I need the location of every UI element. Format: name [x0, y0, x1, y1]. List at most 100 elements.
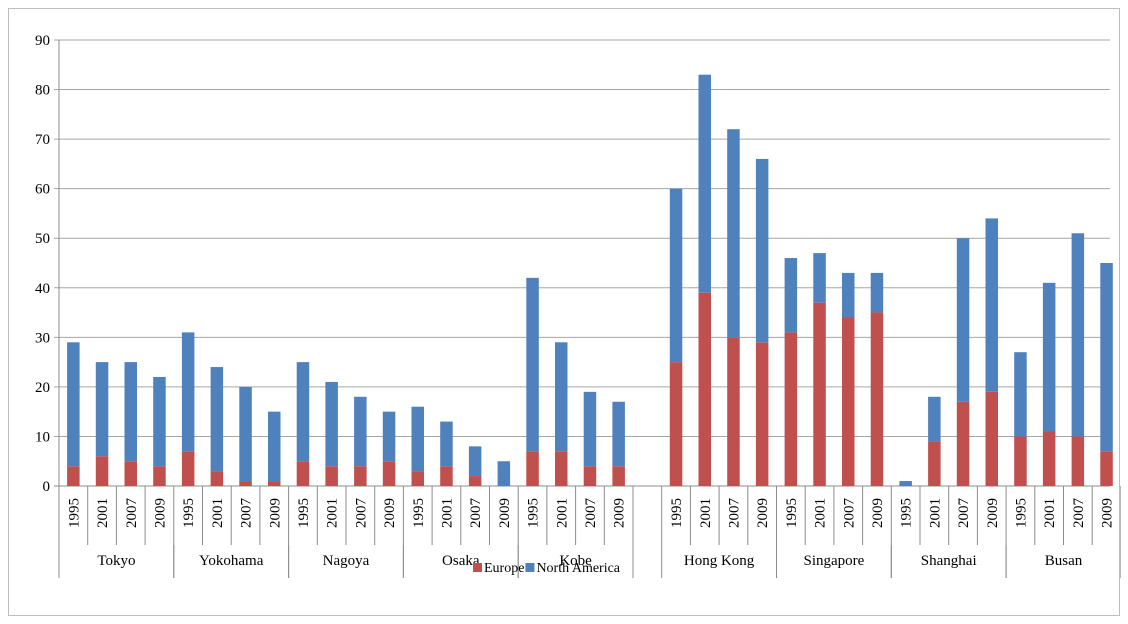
- x-group-label: Tokyo: [97, 553, 135, 569]
- bar-north-america-kobe-2007: [583, 391, 597, 467]
- bar-north-america-yokohama-2009: [268, 411, 281, 482]
- bar-north-america-yokohama-2001: [210, 367, 224, 472]
- bar-north-america-shanghai-2009: [985, 218, 998, 392]
- x-group-label: Singapore: [803, 553, 864, 569]
- bar-europe-busan-2009: [1100, 451, 1113, 486]
- x-tick-year-label: 1995: [899, 498, 915, 528]
- bar-north-america-busan-2009: [1100, 263, 1113, 452]
- bar-north-america-hong-kong-2007: [727, 129, 740, 338]
- bar-europe-shanghai-2001: [928, 441, 941, 486]
- bar-europe-kobe-2009: [612, 466, 625, 486]
- x-tick-year-label: 2007: [468, 498, 484, 529]
- bar-europe-nagoya-2007: [354, 466, 367, 486]
- bar-north-america-tokyo-2009: [153, 376, 166, 467]
- x-tick-year-label: 2001: [95, 498, 111, 528]
- bar-europe-yokohama-1995: [181, 451, 195, 486]
- bar-europe-tokyo-1995: [67, 466, 80, 486]
- x-tick-year-label: 2009: [870, 498, 886, 528]
- bar-north-america-tokyo-1995: [67, 342, 80, 467]
- bar-europe-hong-kong-2009: [755, 342, 769, 486]
- bar-europe-tokyo-2001: [95, 456, 109, 486]
- legend-label-north-america: North America: [536, 561, 620, 576]
- chart-frame: 0 10 20 30 40 50 60 70 80 90 1995 2001 2007 2009 1995…: [8, 8, 1121, 616]
- legend: Europe North America: [473, 561, 621, 576]
- legend-swatch-europe: [473, 563, 482, 572]
- y-tick-label: 20: [35, 380, 50, 396]
- bar-north-america-nagoya-2007: [354, 396, 367, 467]
- bar-north-america-yokohama-1995: [181, 332, 195, 452]
- bar-europe-hong-kong-2001: [698, 292, 711, 486]
- bar-europe-nagoya-2001: [325, 466, 338, 486]
- y-tick-label: 30: [35, 330, 50, 346]
- x-tick-year-label: 1995: [526, 498, 542, 528]
- y-axis-ticks: 0 10 20 30 40 50 60 70 80 90: [35, 33, 50, 495]
- bar-north-america-kobe-2009: [612, 401, 625, 467]
- x-tick-year-label: 1995: [181, 498, 197, 528]
- bar-north-america-osaka-2009: [497, 461, 511, 486]
- y-tick-label: 0: [43, 479, 51, 495]
- y-tick-label: 90: [35, 33, 50, 49]
- x-tick-year-label: 1995: [1013, 498, 1029, 528]
- x-tick-year-label: 2001: [1042, 498, 1058, 528]
- x-tick-year-label: 2007: [239, 498, 255, 529]
- x-tick-year-label: 2009: [755, 498, 771, 528]
- bar-europe-shanghai-2009: [985, 391, 998, 486]
- bar-europe-busan-2007: [1071, 436, 1085, 486]
- y-tick-label: 60: [35, 182, 50, 198]
- x-tick-year-label: 2001: [439, 498, 455, 528]
- x-group-label: Kobe: [559, 553, 592, 569]
- x-tick-year-label: 2001: [927, 498, 943, 528]
- bar-north-america-hong-kong-1995: [669, 188, 683, 363]
- x-tick-year-label: 2001: [325, 498, 341, 528]
- bar-north-america-tokyo-2007: [124, 362, 137, 462]
- x-tick-year-label: 2009: [382, 498, 398, 528]
- bar-europe-singapore-2007: [842, 317, 855, 486]
- bar-north-america-singapore-1995: [784, 258, 798, 333]
- x-tick-year-label: 2009: [267, 498, 283, 528]
- bar-europe-singapore-1995: [784, 332, 798, 486]
- x-tick-year-label: 2009: [152, 498, 168, 528]
- x-tick-year-label: 2009: [612, 498, 628, 528]
- y-tick-label: 40: [35, 281, 50, 297]
- bar-north-america-shanghai-2007: [956, 238, 970, 402]
- x-axis: 1995 2001 2007 2009 1995 2001 2007 2009 1995 2001…: [58, 486, 1121, 578]
- x-tick-year-label: 1995: [296, 498, 312, 528]
- bar-europe-hong-kong-1995: [669, 362, 683, 486]
- bar-north-america-hong-kong-2001: [698, 74, 711, 293]
- bar-north-america-tokyo-2001: [95, 362, 109, 457]
- bar-north-america-osaka-2007: [468, 446, 482, 477]
- bar-north-america-shanghai-2001: [928, 396, 941, 442]
- x-tick-year-label: 2007: [124, 498, 140, 529]
- gridlines: [54, 39, 1110, 487]
- bar-europe-osaka-2001: [440, 466, 453, 486]
- bar-europe-tokyo-2007: [124, 461, 137, 486]
- x-group-label: Busan: [1045, 553, 1083, 569]
- bar-north-america-busan-1995: [1014, 352, 1027, 437]
- x-tick-year-label: 2009: [1100, 498, 1116, 528]
- x-tick-year-label: 1995: [66, 498, 82, 528]
- bar-north-america-nagoya-2009: [382, 411, 396, 462]
- x-tick-year-label: 2007: [956, 498, 972, 529]
- x-tick-year-label: 2007: [353, 498, 369, 529]
- x-tick-year-label: 2009: [985, 498, 1001, 528]
- x-tick-year-label: 1995: [784, 498, 800, 528]
- x-tick-year-label: 2009: [497, 498, 513, 528]
- y-tick-label: 70: [35, 132, 50, 148]
- bar-europe-yokohama-2009: [268, 481, 281, 486]
- x-tick-year-label: 2001: [554, 498, 570, 528]
- bar-europe-busan-2001: [1042, 431, 1056, 486]
- bar-north-america-busan-2001: [1042, 282, 1056, 432]
- y-tick-label: 10: [35, 429, 50, 445]
- x-group-label: Osaka: [442, 553, 480, 569]
- bar-north-america-kobe-1995: [526, 277, 539, 452]
- bar-europe-kobe-2001: [555, 451, 568, 486]
- bar-north-america-yokohama-2007: [239, 386, 252, 482]
- bar-north-america-kobe-2001: [555, 342, 568, 452]
- bar-europe-osaka-1995: [411, 471, 424, 486]
- x-group-label: Nagoya: [323, 553, 370, 569]
- x-tick-year-label: 1995: [411, 498, 427, 528]
- bar-europe-osaka-2007: [468, 476, 482, 486]
- bar-north-america-nagoya-1995: [296, 362, 310, 462]
- x-tick-year-label: 2007: [841, 498, 857, 529]
- bar-north-america-singapore-2007: [842, 272, 855, 318]
